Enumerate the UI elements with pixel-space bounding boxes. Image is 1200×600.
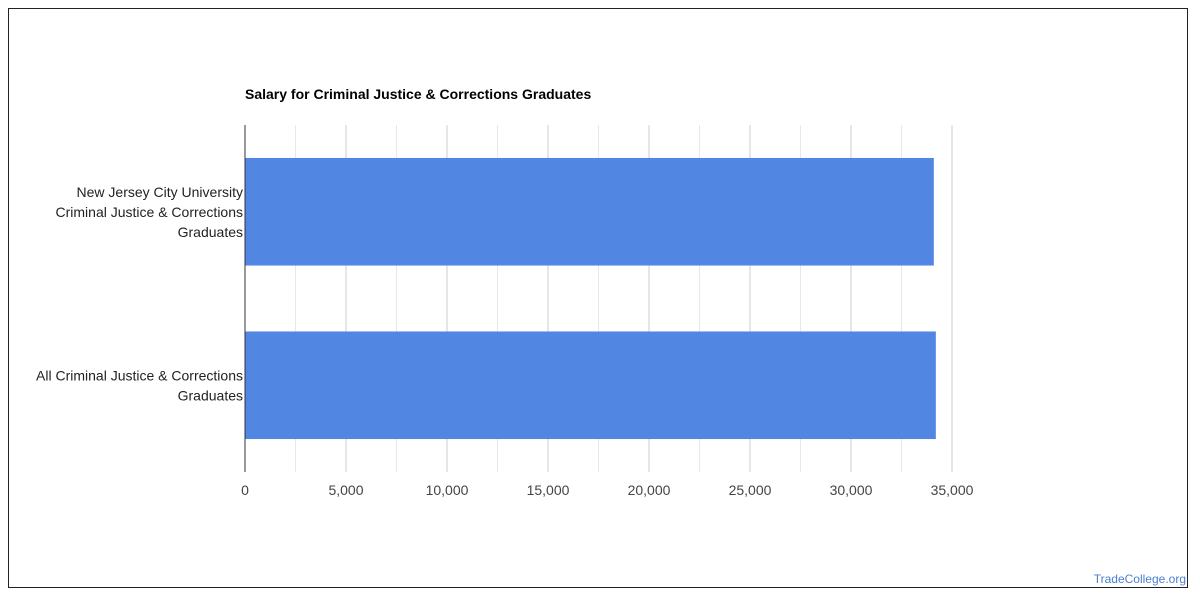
x-tick-label: 30,000 [830, 482, 873, 498]
source-credit-link[interactable]: TradeCollege.org [1093, 572, 1186, 586]
x-tick-label: 20,000 [628, 482, 671, 498]
x-tick-label: 15,000 [527, 482, 570, 498]
category-label-1: New Jersey City University Criminal Justi… [56, 184, 244, 240]
category-label-2: All Criminal Justice & Corrections Gradua… [36, 367, 243, 403]
category-label-line: Criminal Justice & Corrections [56, 204, 244, 220]
category-label-line: All Criminal Justice & Corrections [36, 367, 243, 383]
x-tick-label: 35,000 [931, 482, 974, 498]
chart-title: Salary for Criminal Justice & Correction… [245, 86, 591, 102]
x-tick-label: 10,000 [426, 482, 469, 498]
bar-2[interactable] [245, 331, 936, 440]
category-label-line: New Jersey City University [77, 184, 243, 200]
category-labels: New Jersey City University Criminal Justi… [36, 184, 243, 404]
x-tick-label: 0 [241, 482, 249, 498]
bars [245, 157, 936, 440]
x-tick-label: 5,000 [328, 482, 363, 498]
category-label-line: Graduates [178, 387, 243, 403]
bar-1[interactable] [245, 157, 934, 266]
x-tick-label: 25,000 [729, 482, 772, 498]
x-tick-labels: 0 5,000 10,000 15,000 20,000 25,000 30,000 35,0… [241, 482, 974, 498]
category-label-line: Graduates [178, 224, 243, 240]
